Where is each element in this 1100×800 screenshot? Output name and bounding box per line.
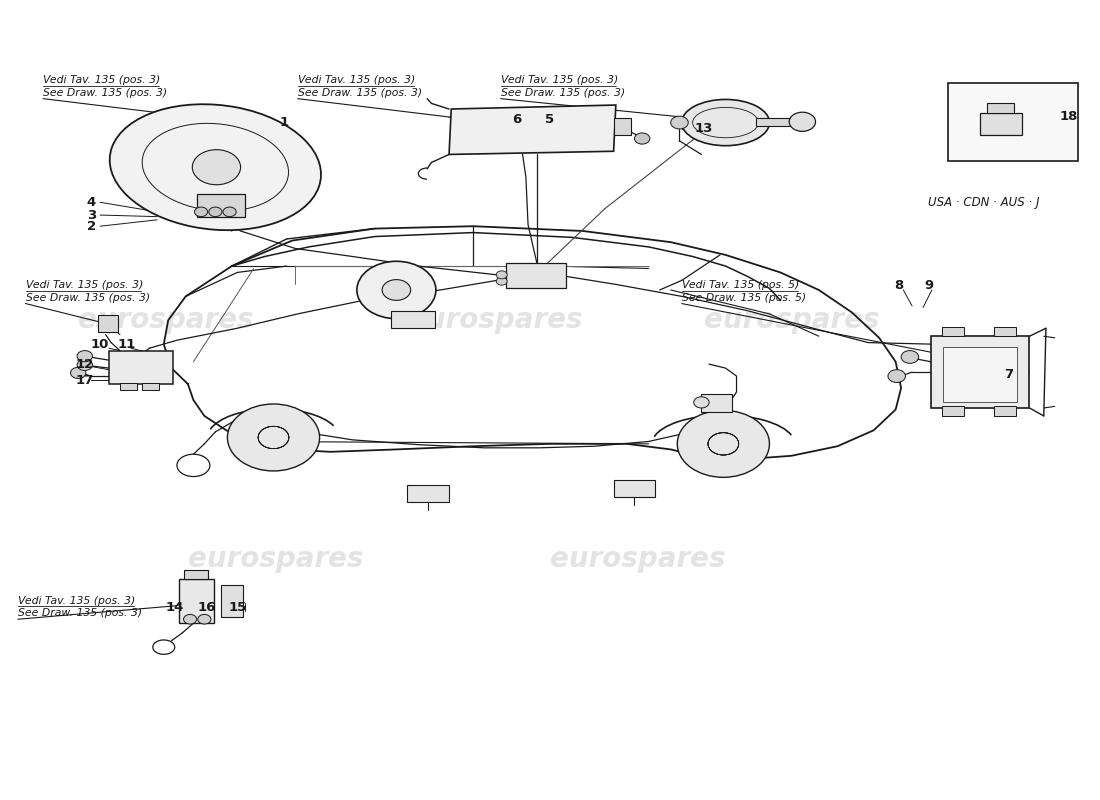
- Text: See Draw. 135 (pos. 3): See Draw. 135 (pos. 3): [298, 88, 421, 98]
- Text: Vedi Tav. 135 (pos. 3): Vedi Tav. 135 (pos. 3): [25, 280, 143, 290]
- Circle shape: [901, 350, 918, 363]
- Bar: [221, 585, 243, 617]
- Text: Vedi Tav. 135 (pos. 3): Vedi Tav. 135 (pos. 3): [500, 75, 618, 85]
- Text: eurospares: eurospares: [550, 546, 726, 574]
- Circle shape: [678, 410, 769, 478]
- Circle shape: [635, 133, 650, 144]
- Circle shape: [789, 112, 815, 131]
- Bar: [994, 406, 1016, 416]
- Circle shape: [496, 271, 507, 279]
- Bar: [614, 480, 656, 498]
- Text: 8: 8: [894, 278, 903, 292]
- Circle shape: [228, 404, 320, 471]
- Circle shape: [70, 367, 86, 378]
- Text: 2: 2: [87, 220, 96, 233]
- Text: See Draw. 135 (pos. 5): See Draw. 135 (pos. 5): [682, 293, 806, 302]
- Text: 16: 16: [197, 601, 216, 614]
- Text: See Draw. 135 (pos. 3): See Draw. 135 (pos. 3): [43, 88, 167, 98]
- Circle shape: [184, 614, 197, 624]
- Text: See Draw. 135 (pos. 3): See Draw. 135 (pos. 3): [18, 609, 142, 618]
- Bar: [931, 336, 1030, 408]
- Circle shape: [198, 614, 211, 624]
- Bar: [702, 394, 733, 412]
- Circle shape: [356, 262, 436, 318]
- Text: 13: 13: [694, 122, 713, 135]
- Circle shape: [223, 207, 236, 217]
- Circle shape: [382, 280, 410, 300]
- Bar: [98, 314, 118, 332]
- Bar: [987, 103, 1014, 113]
- Ellipse shape: [110, 104, 321, 230]
- Circle shape: [694, 397, 710, 408]
- Text: 7: 7: [1004, 368, 1013, 381]
- Circle shape: [209, 207, 222, 217]
- Bar: [109, 350, 173, 384]
- Text: eurospares: eurospares: [704, 306, 879, 334]
- Text: 18: 18: [1059, 110, 1078, 123]
- Text: See Draw. 135 (pos. 3): See Draw. 135 (pos. 3): [500, 88, 625, 98]
- Bar: [179, 579, 214, 623]
- Bar: [942, 326, 964, 336]
- Text: eurospares: eurospares: [407, 306, 583, 334]
- Text: 6: 6: [513, 113, 521, 126]
- Circle shape: [671, 116, 689, 129]
- Bar: [197, 194, 245, 217]
- Text: USA · CDN · AUS · J: USA · CDN · AUS · J: [927, 196, 1040, 209]
- Text: 10: 10: [91, 338, 109, 350]
- Bar: [184, 570, 208, 579]
- Text: 11: 11: [118, 338, 135, 350]
- Text: 15: 15: [228, 601, 246, 614]
- Circle shape: [77, 359, 92, 370]
- Bar: [506, 263, 566, 288]
- Text: 14: 14: [166, 601, 184, 614]
- Bar: [980, 113, 1022, 135]
- Text: See Draw. 135 (pos. 3): See Draw. 135 (pos. 3): [25, 293, 150, 302]
- Text: Vedi Tav. 135 (pos. 5): Vedi Tav. 135 (pos. 5): [682, 280, 799, 290]
- Text: 5: 5: [546, 113, 554, 126]
- Text: 4: 4: [87, 196, 96, 209]
- Bar: [407, 485, 449, 502]
- Text: 17: 17: [76, 374, 94, 386]
- Circle shape: [888, 370, 905, 382]
- Text: 12: 12: [76, 358, 94, 370]
- Text: 9: 9: [924, 278, 933, 292]
- Text: Vedi Tav. 135 (pos. 3): Vedi Tav. 135 (pos. 3): [18, 596, 135, 606]
- Bar: [142, 383, 160, 390]
- Text: eurospares: eurospares: [78, 306, 254, 334]
- Bar: [120, 383, 138, 390]
- Text: Vedi Tav. 135 (pos. 3): Vedi Tav. 135 (pos. 3): [43, 75, 161, 85]
- Circle shape: [195, 207, 208, 217]
- Bar: [942, 406, 964, 416]
- Circle shape: [192, 150, 241, 185]
- Bar: [948, 82, 1078, 161]
- Bar: [943, 347, 1018, 402]
- Bar: [390, 310, 435, 328]
- Bar: [614, 118, 631, 135]
- Text: Vedi Tav. 135 (pos. 3): Vedi Tav. 135 (pos. 3): [298, 75, 415, 85]
- Circle shape: [77, 350, 92, 362]
- Text: 3: 3: [87, 209, 96, 222]
- Circle shape: [496, 278, 507, 285]
- Ellipse shape: [682, 99, 769, 146]
- Polygon shape: [449, 105, 616, 154]
- Bar: [757, 118, 800, 126]
- Text: 1: 1: [279, 116, 289, 129]
- Text: eurospares: eurospares: [188, 546, 363, 574]
- Bar: [994, 326, 1016, 336]
